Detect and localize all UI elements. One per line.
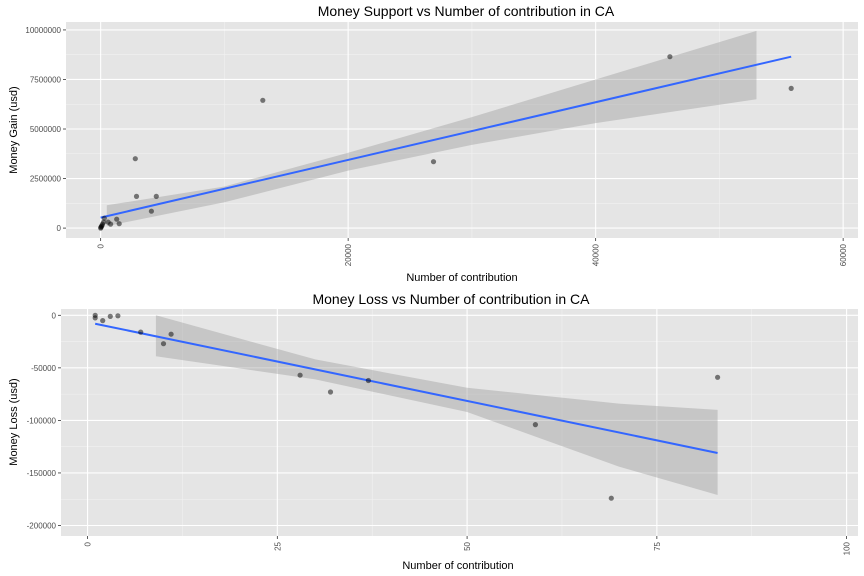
gain-data-point xyxy=(101,215,107,221)
gain-data-point xyxy=(133,193,140,199)
gain-data-point xyxy=(116,221,122,227)
gain-fit-line xyxy=(100,55,792,219)
loss-data-point xyxy=(168,331,174,337)
loss-y-axis-title: Money Loss (usd) xyxy=(8,378,20,465)
gain-x-tick-label: 60000 xyxy=(839,243,848,266)
loss-data-point xyxy=(115,313,121,319)
gain-x-axis-title: Number of contribution xyxy=(406,272,517,284)
loss-data-point xyxy=(107,313,113,319)
gain-data-point xyxy=(148,208,154,214)
loss-y-tick-label: -100000 xyxy=(27,416,57,425)
loss-data-point xyxy=(92,315,98,321)
gain-data-point xyxy=(667,54,673,60)
loss-data-point xyxy=(138,329,144,335)
loss-fit-line xyxy=(94,322,718,454)
loss-x-tick-label: 100 xyxy=(843,541,852,555)
gain-x-tick-label: 20000 xyxy=(344,243,353,266)
gain-y-axis-title: Money Gain (usd) xyxy=(8,86,20,173)
loss-data-point xyxy=(160,341,167,347)
loss-data-point xyxy=(532,422,539,428)
gain-plot: Money Support vs Number of contribution … xyxy=(8,3,858,284)
gain-x-tick-label: 0 xyxy=(97,243,106,248)
loss-y-tick-label: 0 xyxy=(52,311,57,320)
gain-y-tick-label: 2500000 xyxy=(30,175,62,184)
gain-y-tick-label: 5000000 xyxy=(30,125,62,134)
gain-data-point xyxy=(108,221,114,227)
gain-plot-panel xyxy=(66,22,858,238)
loss-chart-title: Money Loss vs Number of contribution in … xyxy=(312,291,590,307)
loss-y-axis: 0 -50000 -100000 -150000 -200000 xyxy=(27,311,61,530)
loss-data-point xyxy=(608,495,614,501)
gain-y-tick-label: 7500000 xyxy=(30,75,62,84)
gain-x-axis: 0 20000 40000 60000 xyxy=(97,238,848,266)
loss-confidence-band-area xyxy=(155,315,718,495)
loss-data-point xyxy=(100,318,106,324)
loss-x-tick-label: 75 xyxy=(653,541,662,550)
loss-confidence-band xyxy=(155,315,718,495)
loss-x-tick-label: 0 xyxy=(84,541,93,546)
loss-data-point xyxy=(365,377,371,384)
loss-plot: Money Loss vs Number of contribution in … xyxy=(8,291,858,572)
loss-x-axis-title: Number of contribution xyxy=(402,560,513,572)
gain-data-point xyxy=(114,216,120,222)
gain-y-tick-label: 10000000 xyxy=(25,26,61,35)
gain-data-point xyxy=(101,219,107,225)
loss-plot-panel xyxy=(61,309,858,536)
loss-y-tick-label: -150000 xyxy=(27,469,57,478)
loss-x-tick-label: 25 xyxy=(273,541,282,550)
gain-data-point xyxy=(260,97,266,103)
loss-x-axis: 0 25 50 75 100 xyxy=(84,536,852,555)
gain-data-point xyxy=(788,85,794,91)
loss-data-point xyxy=(297,372,303,378)
gain-data-point xyxy=(132,156,138,162)
gain-chart-title: Money Support vs Number of contribution … xyxy=(318,3,615,19)
gain-points xyxy=(98,54,794,231)
loss-regression-line xyxy=(94,322,718,454)
loss-data-point xyxy=(327,389,334,395)
loss-data-point xyxy=(715,374,721,380)
loss-y-tick-label: -50000 xyxy=(31,364,56,373)
gain-data-point xyxy=(153,193,159,199)
gain-grid xyxy=(66,22,858,238)
loss-x-tick-label: 50 xyxy=(463,541,472,550)
loss-grid xyxy=(61,309,858,536)
loss-points xyxy=(92,312,721,501)
gain-regression-line xyxy=(100,55,792,219)
gain-y-tick-label: 0 xyxy=(57,224,62,233)
gain-y-axis: 0 2500000 5000000 7500000 10000000 xyxy=(25,26,66,233)
gain-data-point xyxy=(430,159,437,165)
gain-x-tick-label: 40000 xyxy=(592,243,601,266)
loss-y-tick-label: -200000 xyxy=(27,521,57,530)
